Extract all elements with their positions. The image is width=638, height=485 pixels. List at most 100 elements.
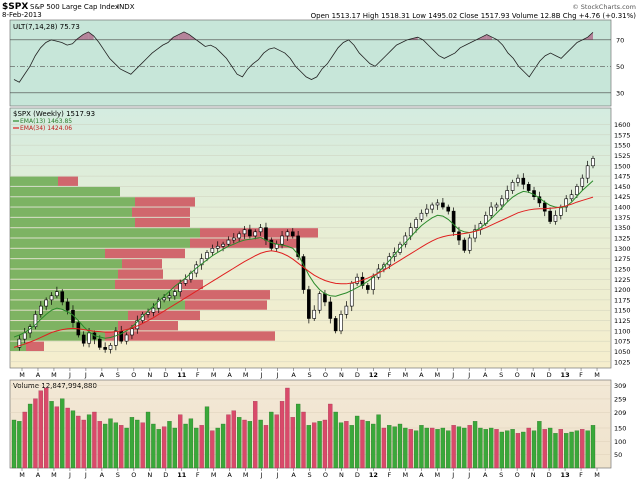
volume-bar bbox=[86, 414, 92, 469]
candle-body bbox=[119, 330, 124, 342]
volume-label: Volume 12,847,994,880 bbox=[13, 382, 97, 390]
volume-x-label: J bbox=[68, 471, 71, 479]
candle-body bbox=[425, 208, 429, 214]
volume-bar bbox=[483, 429, 488, 469]
volume-bar bbox=[145, 411, 151, 469]
volume-tick-label: 259 bbox=[614, 395, 626, 403]
price-panel: 1025 1050 1075 1100 1125 1150 1175 1200 1225 1250… bbox=[9, 107, 631, 369]
volume-bar bbox=[430, 427, 435, 469]
volume-x-label: J bbox=[276, 471, 279, 479]
price-x-label: N bbox=[531, 371, 536, 379]
candle-body bbox=[237, 233, 241, 239]
indicator-panel: ULT(7,14,28) 75.73 30 50 70 bbox=[9, 19, 624, 107]
volume-bar bbox=[306, 425, 312, 469]
volume-bar bbox=[510, 429, 515, 469]
candle-body bbox=[339, 314, 343, 332]
candle-body bbox=[435, 202, 440, 206]
candle-body bbox=[494, 204, 499, 208]
volume-bar bbox=[65, 407, 70, 469]
price-x-label: A bbox=[291, 371, 296, 379]
candle-body bbox=[183, 278, 188, 284]
price-x-label: S bbox=[307, 371, 311, 379]
candle-body bbox=[585, 165, 590, 179]
candle-body bbox=[162, 297, 166, 301]
candle-body bbox=[430, 204, 434, 210]
candle-body bbox=[510, 181, 515, 191]
candle-body bbox=[441, 202, 445, 208]
volume-profile-down bbox=[180, 290, 270, 300]
volume-bar bbox=[408, 429, 413, 469]
volume-bar bbox=[247, 421, 253, 469]
volume-x-label: O bbox=[515, 471, 520, 479]
ohlc-readout: Open 1513.17 High 1518.31 Low 1495.02 Cl… bbox=[311, 12, 637, 20]
candle-body bbox=[467, 237, 472, 251]
volume-bar bbox=[381, 427, 387, 469]
volume-profile-down bbox=[135, 197, 195, 207]
candle-body bbox=[17, 338, 22, 348]
candle-body bbox=[167, 295, 172, 299]
volume-bar bbox=[419, 425, 424, 469]
volume-bar bbox=[274, 414, 279, 469]
candle-body bbox=[446, 206, 451, 212]
candle-body bbox=[124, 334, 129, 342]
candle-body bbox=[542, 202, 547, 212]
volume-profile-up bbox=[10, 217, 135, 228]
volume-bar bbox=[167, 421, 172, 469]
price-x-label: M bbox=[403, 371, 409, 379]
price-x-label: F bbox=[579, 371, 583, 379]
index-name: S&P 500 Large Cap Index bbox=[30, 3, 119, 11]
volume-bar bbox=[472, 421, 478, 469]
candle-body bbox=[269, 239, 274, 249]
volume-profile-down bbox=[26, 341, 44, 351]
volume-tick-label: 209 bbox=[614, 409, 626, 417]
volume-profile-up bbox=[10, 321, 118, 331]
candle-body bbox=[87, 332, 91, 344]
ult-label: ULT(7,14,28) 75.73 bbox=[13, 23, 80, 31]
volume-x-label: N bbox=[531, 471, 536, 479]
volume-bar bbox=[349, 425, 354, 469]
candle-body bbox=[505, 190, 510, 200]
volume-profile-up bbox=[10, 310, 128, 321]
candle-body bbox=[323, 293, 327, 303]
candle-body bbox=[81, 334, 86, 344]
volume-bar bbox=[338, 422, 344, 469]
volume-x-label: M bbox=[434, 471, 440, 479]
volume-bar bbox=[49, 401, 54, 469]
price-tick-label: 1450 bbox=[614, 183, 631, 191]
candle-body bbox=[151, 307, 156, 313]
volume-bar bbox=[204, 406, 210, 469]
candle-body bbox=[33, 314, 38, 328]
overbought-fill bbox=[168, 37, 174, 40]
volume-bar bbox=[456, 426, 462, 469]
candle-body bbox=[333, 318, 338, 332]
volume-profile-up bbox=[10, 207, 132, 217]
candle-body bbox=[457, 231, 461, 241]
candle-body bbox=[344, 305, 349, 315]
volume-profile-up bbox=[10, 176, 58, 186]
price-legend: $SPX (Weekly) 1517.93 EMA(13) 1463.85 EM… bbox=[13, 110, 95, 132]
candle-body bbox=[232, 237, 236, 241]
price-x-label: N bbox=[339, 371, 344, 379]
candle-body bbox=[178, 283, 182, 292]
volume-x-label: M bbox=[594, 471, 600, 479]
volume-bar bbox=[574, 430, 580, 469]
volume-bar bbox=[129, 417, 135, 469]
price-x-label: D bbox=[547, 371, 552, 379]
candle-body bbox=[349, 283, 354, 307]
volume-profile-down bbox=[190, 238, 300, 248]
volume-bar bbox=[124, 427, 129, 469]
volume-bar bbox=[70, 410, 76, 469]
candle-body bbox=[215, 245, 220, 249]
volume-bar bbox=[151, 423, 156, 469]
ema13-label: EMA(13) 1463.85 bbox=[20, 118, 72, 125]
volume-bar bbox=[424, 427, 429, 469]
candle-body bbox=[130, 328, 134, 336]
ult-tick-label: 30 bbox=[616, 89, 624, 97]
price-x-label: O bbox=[323, 371, 328, 379]
volume-bar bbox=[199, 425, 204, 469]
ult-tick-label: 70 bbox=[616, 36, 624, 44]
volume-x-label: 13 bbox=[561, 471, 570, 479]
volume-bar bbox=[387, 425, 392, 469]
volume-bar bbox=[360, 419, 365, 469]
